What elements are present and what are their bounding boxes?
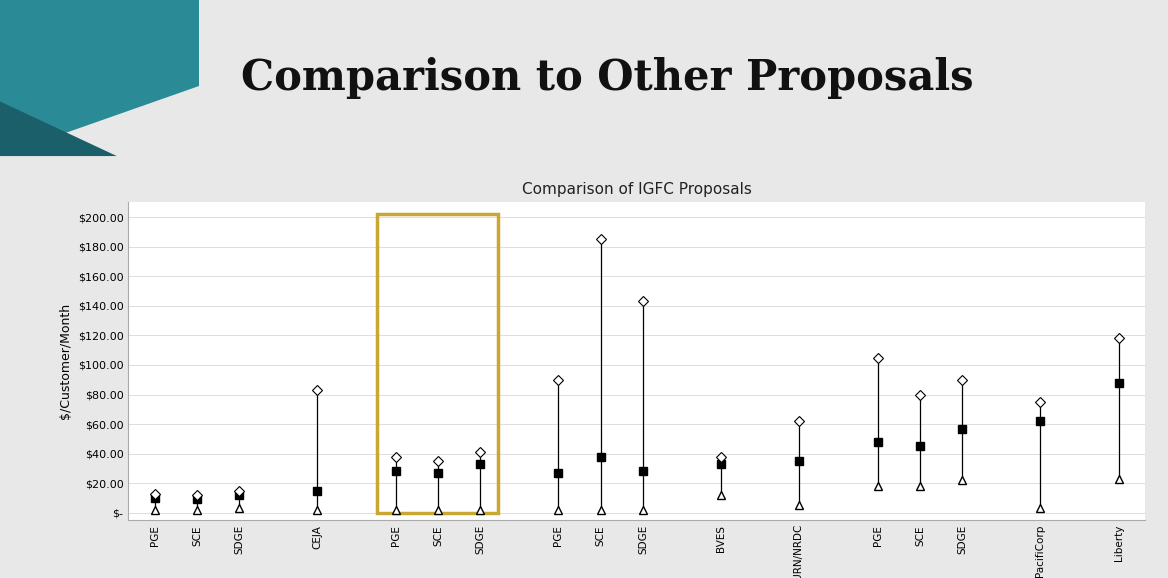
- Y-axis label: $/Customer/Month: $/Customer/Month: [60, 303, 72, 419]
- Text: Comparison to Other Proposals: Comparison to Other Proposals: [241, 57, 974, 99]
- Polygon shape: [0, 0, 199, 156]
- Polygon shape: [0, 102, 117, 156]
- Title: Comparison of IGFC Proposals: Comparison of IGFC Proposals: [522, 182, 751, 197]
- Bar: [377, 214, 499, 513]
